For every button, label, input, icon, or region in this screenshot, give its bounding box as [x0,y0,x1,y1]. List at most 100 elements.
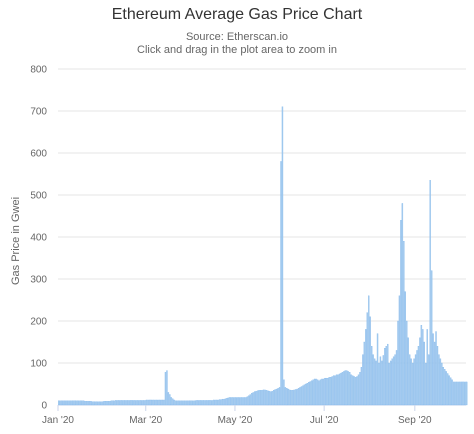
gas-price-bar[interactable] [107,401,110,406]
gas-price-bar[interactable] [161,399,164,406]
gas-price-bar[interactable] [309,381,311,406]
gas-price-bar[interactable] [154,399,156,406]
gas-price-bar[interactable] [167,392,170,406]
gas-price-bar[interactable] [258,390,260,406]
gas-price-bar[interactable] [463,381,465,406]
gas-price-bar[interactable] [441,362,443,406]
gas-price-bar[interactable] [103,401,105,406]
gas-price-bar[interactable] [256,390,259,406]
gas-price-bar[interactable] [141,400,143,406]
gas-price-bar[interactable] [375,360,377,406]
gas-price-bar[interactable] [214,399,216,406]
gas-price-bar[interactable] [129,400,132,406]
gas-price-bar[interactable] [444,369,446,406]
gas-price-bar[interactable] [403,241,405,406]
gas-price-bar[interactable] [163,399,165,406]
gas-price-bar[interactable] [278,387,281,406]
gas-price-bar[interactable] [436,346,439,406]
gas-price-bar[interactable] [115,400,117,406]
gas-price-bar[interactable] [407,337,409,406]
gas-price-bar[interactable] [457,381,459,406]
gas-price-bar[interactable] [134,400,136,406]
gas-price-bar[interactable] [417,346,420,406]
gas-price-bar[interactable] [90,401,92,406]
gas-price-bar[interactable] [306,383,309,406]
gas-price-bar[interactable] [271,390,273,406]
gas-price-bar[interactable] [315,378,317,406]
gas-price-bar[interactable] [398,295,401,406]
gas-price-bar[interactable] [265,390,268,406]
gas-price-bar[interactable] [185,400,187,406]
gas-price-bar[interactable] [397,320,399,406]
gas-price-bar[interactable] [224,398,227,406]
gas-price-bar[interactable] [91,401,94,406]
gas-price-bar[interactable] [420,325,423,406]
gas-price-bar[interactable] [172,398,174,406]
gas-price-bar[interactable] [382,355,385,406]
gas-price-bar[interactable] [406,320,408,406]
gas-price-bar[interactable] [365,329,367,406]
gas-price-bar[interactable] [213,399,215,406]
gas-price-bar[interactable] [432,333,434,406]
gas-price-bar[interactable] [277,388,279,406]
gas-price-bar[interactable] [119,400,121,406]
gas-price-bar[interactable] [368,295,370,406]
gas-price-bar[interactable] [379,356,382,406]
gas-price-bar[interactable] [116,400,118,406]
gas-price-bar[interactable] [207,400,209,406]
gas-price-bar[interactable] [191,400,193,406]
gas-price-bar[interactable] [300,386,303,406]
gas-price-bar[interactable] [337,374,339,406]
gas-price-bar[interactable] [158,399,161,406]
gas-price-bar[interactable] [327,377,329,406]
gas-price-bar[interactable] [77,400,79,406]
gas-price-bar[interactable] [230,397,232,406]
gas-price-bar[interactable] [201,400,203,406]
gas-price-bar[interactable] [144,400,146,406]
gas-price-bar[interactable] [316,379,319,406]
gas-price-bar[interactable] [195,400,197,406]
gas-price-bar[interactable] [220,399,222,406]
gas-price-bar[interactable] [290,390,292,406]
gas-price-bar[interactable] [321,378,323,406]
gas-price-bar[interactable] [322,378,325,406]
gas-price-bar[interactable] [381,360,383,406]
gas-price-bar[interactable] [243,397,246,406]
gas-price-bar[interactable] [311,380,313,406]
gas-price-bar[interactable] [447,373,449,406]
gas-price-bar[interactable] [198,400,200,406]
gas-price-bar[interactable] [183,400,186,406]
gas-price-bar[interactable] [221,398,224,406]
gas-price-bar[interactable] [293,389,295,406]
gas-price-bar[interactable] [204,400,206,406]
gas-price-bar[interactable] [261,390,263,406]
gas-price-bar[interactable] [139,400,142,406]
gas-price-bar[interactable] [366,312,368,406]
gas-price-bar[interactable] [433,341,436,406]
gas-price-bar[interactable] [157,399,159,406]
gas-price-bar[interactable] [363,341,366,406]
gas-price-bar[interactable] [229,397,231,406]
gas-price-bar[interactable] [299,387,301,406]
gas-price-bar[interactable] [177,400,180,406]
gas-price-bar[interactable] [413,358,415,406]
gas-price-bar[interactable] [423,341,426,406]
gas-price-bar[interactable] [180,400,183,406]
gas-price-bar[interactable] [458,381,461,406]
gas-price-bar[interactable] [96,401,98,406]
gas-price-bar[interactable] [166,370,168,406]
gas-price-bar[interactable] [248,395,250,406]
gas-price-bar[interactable] [341,372,344,406]
gas-price-bar[interactable] [284,387,287,406]
gas-price-bar[interactable] [194,400,196,406]
gas-price-bar[interactable] [109,401,111,406]
gas-price-bar[interactable] [113,400,115,406]
gas-price-bar[interactable] [71,400,73,406]
bars-layer[interactable] [58,106,468,406]
gas-price-bar[interactable] [283,379,285,406]
gas-price-bar[interactable] [234,397,237,406]
gas-price-bar[interactable] [160,399,162,406]
gas-price-bar[interactable] [150,399,152,406]
gas-price-bar[interactable] [426,329,428,406]
gas-price-bar[interactable] [372,354,374,406]
